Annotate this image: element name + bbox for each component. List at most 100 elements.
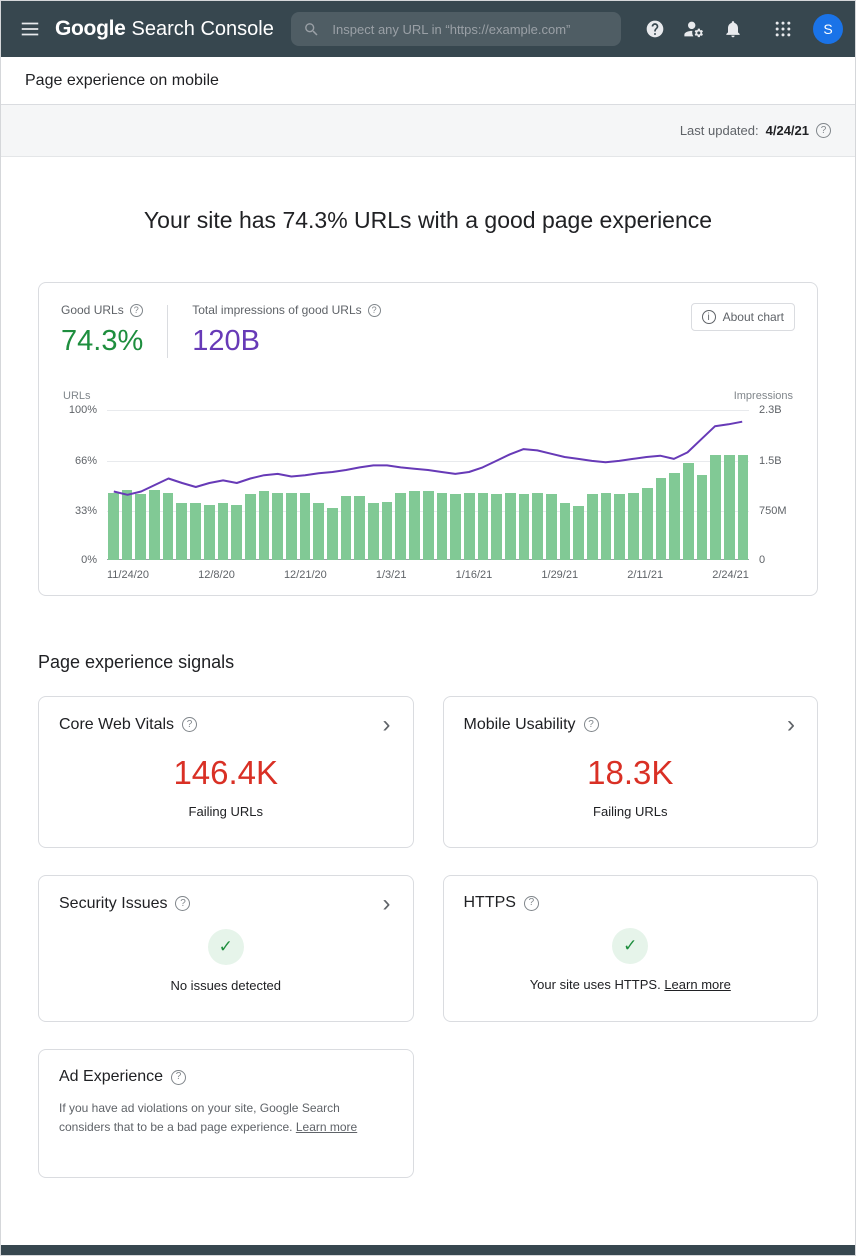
bar[interactable]	[176, 503, 188, 560]
url-inspect-searchbox[interactable]	[291, 12, 622, 46]
bar[interactable]	[600, 492, 612, 560]
menu-icon[interactable]	[13, 12, 47, 46]
bar[interactable]	[395, 492, 407, 560]
bar[interactable]	[450, 494, 461, 560]
y-tick-label: 1.5B	[759, 455, 782, 467]
bar[interactable]	[244, 494, 256, 560]
learn-more-link[interactable]: Learn more	[295, 1119, 358, 1134]
bar-series	[107, 410, 749, 560]
bar[interactable]	[203, 504, 215, 560]
bar[interactable]	[573, 506, 585, 560]
help-icon[interactable]: ?	[182, 717, 198, 733]
line-series	[113, 420, 743, 496]
bar[interactable]	[368, 503, 379, 560]
mobile-usability-card[interactable]: Mobile Usability ? › 18.3K Failing URLs	[442, 696, 818, 849]
bar[interactable]	[710, 455, 721, 560]
y-axis-left: 100% 66% 33% 0%	[61, 404, 107, 566]
bar[interactable]	[559, 503, 571, 560]
signals-heading: Page experience signals	[38, 652, 235, 672]
right-axis-title: Impressions	[733, 390, 793, 402]
breadcrumb: Page experience on mobile	[1, 57, 855, 105]
bar[interactable]	[258, 491, 270, 560]
help-icon[interactable]: ?	[367, 303, 381, 317]
check-circle-icon: ✓	[207, 929, 244, 966]
help-icon[interactable]: ?	[523, 895, 539, 911]
bar[interactable]	[149, 489, 160, 560]
bar[interactable]	[272, 492, 283, 560]
help-icon[interactable]: ?	[175, 896, 191, 912]
bar[interactable]	[422, 491, 434, 560]
bar[interactable]	[723, 455, 735, 560]
bar[interactable]	[614, 494, 626, 560]
card-title: HTTPS	[463, 894, 516, 912]
bar[interactable]	[299, 492, 311, 560]
status-bar: Last updated: 4/24/21 ?	[1, 105, 855, 157]
bar[interactable]	[669, 473, 680, 560]
bar[interactable]	[655, 477, 667, 560]
help-icon[interactable]: ?	[171, 1069, 187, 1085]
chevron-right-icon[interactable]: ›	[382, 711, 391, 738]
help-icon[interactable]: ?	[583, 717, 599, 733]
about-chart-button[interactable]: i About chart	[690, 303, 795, 331]
chevron-right-icon[interactable]: ›	[787, 711, 795, 738]
help-icon[interactable]: ?	[816, 123, 831, 138]
bar[interactable]	[354, 495, 366, 560]
bar[interactable]	[696, 474, 708, 560]
bar[interactable]	[628, 492, 639, 560]
app-logo[interactable]: Google Search Console	[55, 17, 274, 41]
bar[interactable]	[135, 494, 147, 560]
bar[interactable]	[121, 489, 133, 560]
y-tick-label: 66%	[74, 455, 97, 467]
notifications-bell-icon[interactable]	[717, 13, 749, 45]
core-web-vitals-card[interactable]: Core Web Vitals ? › 146.4K Failing URLs	[38, 696, 414, 849]
bar[interactable]	[477, 492, 489, 560]
bar[interactable]	[737, 455, 749, 560]
bar[interactable]	[340, 495, 352, 560]
help-icon[interactable]	[639, 13, 671, 45]
chevron-right-icon[interactable]: ›	[382, 890, 391, 918]
bar[interactable]	[682, 462, 694, 560]
main-content: Your site has 74.3% URLs with a good pag…	[1, 157, 855, 1245]
bar[interactable]	[504, 492, 516, 560]
avatar[interactable]: S	[813, 14, 843, 44]
bar[interactable]	[587, 494, 598, 560]
help-icon[interactable]: ?	[129, 303, 143, 317]
bar[interactable]	[546, 494, 557, 560]
bar[interactable]	[641, 488, 653, 560]
bar[interactable]	[162, 492, 174, 560]
app-header: Google Search Console	[1, 1, 855, 57]
x-tick-label: 1/3/21	[375, 569, 407, 581]
bar[interactable]	[491, 494, 502, 560]
url-inspect-input[interactable]	[330, 20, 610, 38]
x-axis: 11/24/20 12/8/20 12/21/20 1/3/21 1/16/21 1/29…	[107, 569, 749, 581]
page-title: Page experience on mobile	[25, 71, 219, 89]
bar[interactable]	[463, 492, 475, 560]
bar[interactable]	[436, 492, 448, 560]
learn-more-link[interactable]: Learn more	[664, 977, 731, 993]
bar[interactable]	[217, 503, 229, 560]
bar[interactable]	[532, 492, 543, 560]
bar[interactable]	[285, 492, 297, 560]
bar[interactable]	[518, 494, 530, 560]
security-issues-card[interactable]: Security Issues ? › ✓ No issues detected	[38, 875, 414, 1023]
bar[interactable]	[190, 503, 201, 560]
bar[interactable]	[327, 507, 338, 560]
bar[interactable]	[313, 503, 324, 560]
info-icon: i	[701, 310, 716, 324]
y-tick-label: 100%	[68, 404, 97, 416]
card-title: Ad Experience	[59, 1068, 164, 1086]
card-title: Security Issues	[59, 894, 168, 912]
y-axis-right: 2.3B 1.5B 750M 0	[749, 404, 795, 566]
bar[interactable]	[409, 491, 420, 560]
x-tick-label: 1/29/21	[541, 569, 579, 581]
bar[interactable]	[231, 504, 242, 560]
x-tick-label: 12/21/20	[283, 569, 327, 581]
y-tick-label: 0%	[81, 554, 97, 566]
good-urls-label: Good URLs	[61, 303, 124, 317]
bar[interactable]	[108, 492, 119, 560]
chart-plot[interactable]	[107, 410, 749, 560]
google-apps-grid-icon[interactable]	[767, 13, 799, 45]
user-settings-icon[interactable]	[677, 12, 711, 46]
bar[interactable]	[381, 501, 393, 560]
